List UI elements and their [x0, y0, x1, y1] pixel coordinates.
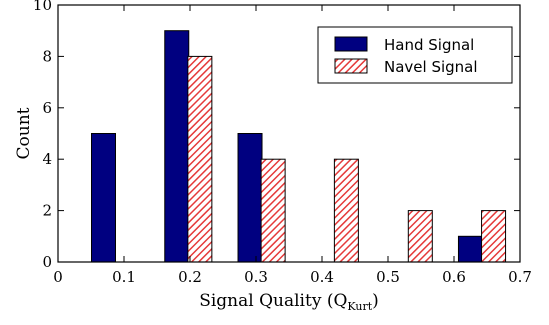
x-tick-label: 0.5	[376, 268, 400, 286]
ticks-layer: 0 0.1 0.2 0.3 0.4 0.5 0.6 0.7 0 2 4 6 8 10	[33, 0, 532, 286]
bars-layer	[91, 30, 507, 263]
bar-navel-signal	[407, 210, 433, 263]
legend-swatch-hand-signal	[334, 36, 368, 52]
bar-hand-signal	[457, 235, 483, 263]
y-tick-label: 4	[42, 150, 52, 168]
plot-frame	[57, 4, 521, 263]
x-axis-label-main: Signal Quality (Q	[199, 291, 347, 311]
x-axis-label: Signal Quality (QKurt)	[199, 291, 379, 313]
legend: Hand Signal Navel Signal	[317, 26, 513, 84]
x-tick-label: 0.2	[178, 268, 202, 286]
y-axis-label: Count	[14, 107, 34, 159]
y-tick-label: 6	[42, 99, 52, 117]
x-tick-label: 0	[53, 268, 63, 286]
bar-navel-signal	[260, 158, 286, 263]
x-tick-label: 0.3	[244, 268, 268, 286]
legend-label-navel-signal: Navel Signal	[384, 58, 478, 76]
bar-navel-signal	[187, 55, 213, 263]
y-tick-label: 8	[42, 47, 52, 65]
y-tick-label: 10	[33, 0, 52, 14]
legend-box	[317, 26, 513, 84]
bar-navel-signal	[333, 158, 359, 263]
x-axis-label-close: )	[372, 291, 379, 311]
x-tick-label: 0.7	[508, 268, 532, 286]
bar-hand-signal	[164, 30, 190, 263]
x-tick-label: 0.1	[112, 268, 136, 286]
y-tick-label: 0	[42, 253, 52, 271]
legend-label-hand-signal: Hand Signal	[384, 36, 474, 54]
bar-hand-signal	[91, 133, 116, 263]
bar-hand-signal	[237, 133, 263, 263]
x-tick-label: 0.4	[310, 268, 334, 286]
y-tick-label: 2	[42, 202, 52, 220]
legend-swatch-navel-signal	[334, 58, 368, 74]
bar-navel-signal	[481, 210, 507, 263]
x-axis-label-subscript: Kurt	[347, 300, 372, 313]
x-tick-label: 0.6	[442, 268, 466, 286]
